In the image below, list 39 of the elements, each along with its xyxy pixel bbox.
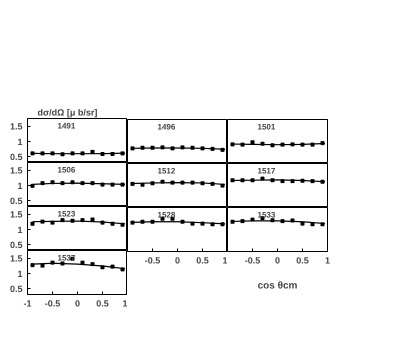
y-tick-label: 1	[17, 136, 23, 147]
y-tick-label: 0.5	[10, 196, 23, 206]
y-tick-label: 1.5	[10, 210, 23, 220]
x-tick-label: 0.5	[196, 256, 209, 266]
chart-title: 1501	[258, 122, 276, 132]
y-tick-label: 1	[17, 180, 23, 191]
point	[230, 220, 234, 224]
x-tick-label: 0.5	[96, 298, 109, 308]
chart-title: 1491	[58, 122, 76, 130]
chart-title: 1496	[158, 122, 176, 132]
chart-title: 1533	[258, 210, 276, 220]
x-tick-label: -0.5	[244, 256, 260, 266]
x-tick-label: 0	[174, 256, 180, 266]
point	[30, 263, 34, 268]
y-axis-title: dσ/dΩ [μ b/sr]	[38, 108, 98, 118]
chart-title: 1517	[258, 166, 276, 176]
x-tick-label: 1	[122, 298, 128, 308]
y-tick-label: 1.5	[10, 166, 23, 176]
y-tick-label: 1.5	[10, 254, 23, 264]
y-tick-label: 1	[17, 268, 23, 279]
x-tick-label: -1	[24, 298, 32, 308]
x-tick-label: -0.5	[144, 256, 160, 266]
x-axis-title: cos θcm	[258, 280, 298, 292]
y-tick-label: 0.5	[10, 240, 23, 250]
y-tick-label: 0.5	[10, 284, 23, 294]
y-tick-label: 0.5	[10, 152, 23, 162]
chart-title: 1537	[58, 254, 76, 262]
x-tick-label: 1	[222, 256, 228, 266]
chart-title: 1528	[158, 210, 176, 220]
x-tick-label: 0	[274, 256, 280, 266]
y-tick-label: 1	[17, 224, 23, 235]
chart-title: 1512	[158, 166, 176, 176]
x-tick-label: -0.5	[44, 298, 60, 308]
x-tick-label: 0	[74, 298, 80, 308]
x-tick-label: 0.5	[296, 256, 309, 266]
chart-title: 1523	[58, 210, 76, 218]
chart-title: 1506	[58, 166, 76, 174]
y-tick-label: 1.5	[10, 122, 23, 132]
x-tick-label: 1	[324, 256, 330, 266]
